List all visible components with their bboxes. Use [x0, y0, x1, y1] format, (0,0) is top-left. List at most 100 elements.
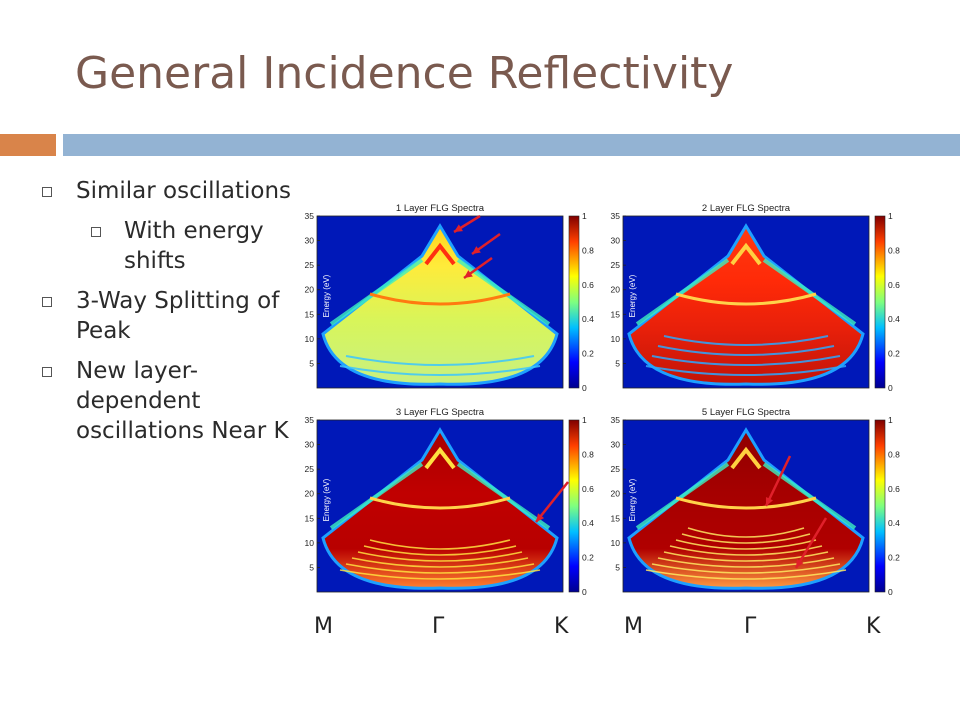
peak-split [424, 446, 456, 470]
oscillation-band [645, 569, 847, 580]
plot-frame [316, 419, 564, 593]
k-point-label: M [314, 614, 333, 639]
colorbar-tick-label: 0.6 [888, 280, 900, 290]
colorbar-tick-label: 0.4 [888, 518, 900, 528]
arrow-head-icon [765, 497, 774, 506]
band-edge [329, 258, 424, 326]
colorbar-tick-label: 0.2 [582, 349, 594, 359]
band-edge [635, 462, 730, 530]
square-bullet-icon [42, 187, 52, 197]
oscillation-band [681, 533, 811, 544]
colorbar-tick-label: 0.4 [582, 314, 594, 324]
y-tick-label: 10 [611, 538, 621, 548]
square-bullet-icon [91, 227, 101, 237]
annotation-arrow [794, 517, 828, 569]
arrow-head-icon [472, 246, 481, 254]
oscillation-band [645, 365, 847, 376]
oscillation-band [339, 365, 541, 376]
oscillation-band [657, 557, 835, 568]
y-tick-label: 20 [305, 285, 315, 295]
y-tick-label: 35 [611, 415, 621, 425]
colorbar-tick-label: 0.6 [888, 484, 900, 494]
colorbar [568, 215, 580, 389]
oscillation-band [669, 545, 823, 556]
y-tick-label: 35 [611, 211, 621, 221]
bullet-item: New layer-dependent oscillations Near K [42, 356, 292, 446]
colorbar-tick-label: 0.6 [582, 280, 594, 290]
colorbar-tick-label: 1 [582, 211, 587, 221]
k-point-label: Γ [432, 614, 445, 639]
colorbar-tick-label: 1 [888, 415, 893, 425]
colorbar [874, 215, 886, 389]
y-tick-label: 20 [611, 285, 621, 295]
colorbar-tick-label: 0 [582, 587, 587, 597]
k-point-label: K [554, 614, 569, 639]
plot-frame [316, 215, 564, 389]
peak-arc [369, 496, 511, 510]
k-point-label: Γ [744, 614, 757, 639]
y-tick-label: 5 [309, 358, 314, 368]
bullet-item: 3-Way Splitting of Peak [42, 286, 292, 346]
y-tick-label: 10 [305, 538, 315, 548]
colorbar-tick-label: 0.2 [888, 553, 900, 563]
panel-title: 2 Layer FLG Spectra [702, 203, 791, 214]
peak-arc [675, 496, 817, 510]
bullet-list: Similar oscillations With energy shifts … [42, 176, 292, 456]
y-tick-label: 25 [305, 260, 315, 270]
y-axis-label: Energy (eV) [322, 274, 331, 317]
k-point-label: M [624, 614, 643, 639]
arrow-head-icon [796, 559, 804, 568]
oscillation-band [663, 551, 829, 562]
arrow-head-icon [536, 513, 545, 522]
oscillation-band [357, 551, 523, 562]
panel-title: 5 Layer FLG Spectra [702, 407, 791, 418]
colorbar-tick-label: 0.4 [888, 314, 900, 324]
y-tick-label: 5 [615, 562, 620, 572]
y-tick-label: 20 [305, 489, 315, 499]
colorbar-tick-label: 0.6 [582, 484, 594, 494]
colorbar-tick-label: 0.2 [888, 349, 900, 359]
bullet-text: New layer-dependent oscillations Near K [76, 358, 289, 444]
oscillation-band [651, 355, 841, 366]
arrow-head-icon [464, 270, 473, 278]
slide-title: General Incidence Reflectivity [75, 48, 734, 99]
y-tick-label: 5 [309, 562, 314, 572]
oscillation-band [351, 557, 529, 568]
oscillation-band [651, 563, 841, 574]
title-accent-bar-blue [63, 134, 960, 156]
y-tick-label: 5 [615, 358, 620, 368]
colorbar [568, 419, 580, 593]
oscillation-band [675, 539, 817, 550]
sub-bullet-item: With energy shifts [42, 216, 292, 276]
colorbar-tick-label: 0 [888, 383, 893, 393]
colorbar-tick-label: 1 [582, 415, 587, 425]
y-tick-label: 25 [611, 464, 621, 474]
colorbar-tick-label: 0 [888, 587, 893, 597]
oscillation-band [345, 563, 535, 574]
y-tick-label: 15 [305, 513, 315, 523]
y-tick-label: 25 [305, 464, 315, 474]
bullet-text: Similar oscillations [76, 178, 292, 204]
band-edge [456, 462, 551, 530]
annotation-arrow [764, 455, 792, 507]
y-tick-label: 30 [305, 440, 315, 450]
peak-split [424, 242, 456, 266]
annotation-arrow [535, 481, 569, 523]
oscillation-band [687, 527, 805, 538]
y-tick-label: 35 [305, 211, 315, 221]
colorbar-tick-label: 0 [582, 383, 587, 393]
oscillation-band [663, 335, 829, 346]
colorbar-tick-label: 1 [888, 211, 893, 221]
colorbar-tick-label: 0.8 [888, 245, 900, 255]
peak-arc [675, 292, 817, 306]
colorbar-tick-label: 0.8 [582, 449, 594, 459]
colorbar-tick-label: 0.8 [582, 245, 594, 255]
colorbar-tick-label: 0.8 [888, 449, 900, 459]
y-tick-label: 25 [611, 260, 621, 270]
band-edge [762, 258, 857, 326]
y-tick-label: 15 [305, 309, 315, 319]
arrow-head-icon [454, 224, 463, 232]
oscillation-band [657, 345, 835, 356]
